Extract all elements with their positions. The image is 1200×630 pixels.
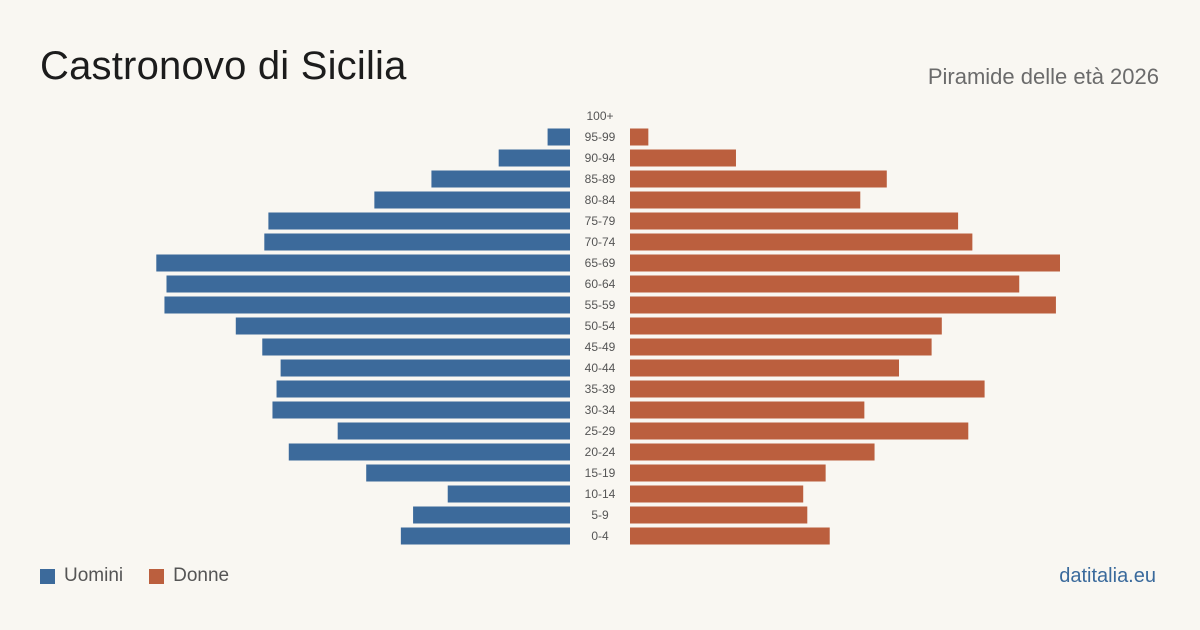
age-label-25-29: 25-29 bbox=[585, 424, 616, 438]
age-label-15-19: 15-19 bbox=[585, 466, 616, 480]
age-label-20-24: 20-24 bbox=[585, 445, 616, 459]
bar-men-50-54 bbox=[235, 317, 571, 335]
bar-men-75-79 bbox=[268, 212, 570, 230]
bar-men-15-19 bbox=[366, 464, 570, 482]
bar-men-65-69 bbox=[156, 254, 570, 272]
legend-label-men: Uomini bbox=[64, 565, 124, 586]
age-label-0-4: 0-4 bbox=[591, 529, 609, 543]
bar-women-50-54 bbox=[630, 317, 942, 335]
bar-men-35-39 bbox=[276, 380, 570, 398]
age-label-30-34: 30-34 bbox=[585, 403, 616, 417]
age-label-70-74: 70-74 bbox=[585, 235, 616, 249]
bar-men-85-89 bbox=[431, 170, 570, 188]
age-label-35-39: 35-39 bbox=[585, 382, 616, 396]
bar-men-25-29 bbox=[337, 422, 570, 440]
bar-women-75-79 bbox=[630, 212, 959, 230]
legend-label-women: Donne bbox=[173, 565, 230, 586]
age-label-90-94: 90-94 bbox=[585, 151, 616, 165]
bar-women-40-44 bbox=[630, 359, 900, 377]
age-label-50-54: 50-54 bbox=[585, 319, 616, 333]
bar-women-85-89 bbox=[630, 170, 887, 188]
bar-men-10-14 bbox=[447, 485, 570, 503]
bar-men-60-64 bbox=[166, 275, 570, 293]
age-label-95-99: 95-99 bbox=[585, 130, 616, 144]
bar-men-5-9 bbox=[413, 506, 570, 524]
source-link[interactable]: datitalia.eu bbox=[1059, 565, 1156, 587]
bar-women-45-49 bbox=[630, 338, 932, 356]
bar-women-65-69 bbox=[630, 254, 1060, 272]
bar-women-10-14 bbox=[630, 485, 804, 503]
bar-women-15-19 bbox=[630, 464, 826, 482]
bar-women-80-84 bbox=[630, 191, 861, 209]
bar-women-60-64 bbox=[630, 275, 1020, 293]
bar-men-90-94 bbox=[498, 149, 570, 167]
age-label-100+: 100+ bbox=[586, 109, 613, 123]
bar-men-45-49 bbox=[262, 338, 570, 356]
bar-women-5-9 bbox=[630, 506, 808, 524]
legend-swatch-men bbox=[40, 568, 55, 584]
bar-men-55-59 bbox=[164, 296, 571, 314]
age-label-55-59: 55-59 bbox=[585, 298, 616, 312]
bar-men-20-24 bbox=[288, 443, 570, 461]
chart-title: Castronovo di Sicilia bbox=[40, 44, 407, 88]
age-label-40-44: 40-44 bbox=[585, 361, 616, 375]
bar-women-35-39 bbox=[630, 380, 985, 398]
chart-subtitle: Piramide delle età 2026 bbox=[927, 64, 1159, 89]
age-label-65-69: 65-69 bbox=[585, 256, 616, 270]
age-label-60-64: 60-64 bbox=[585, 277, 616, 291]
bar-men-0-4 bbox=[400, 527, 570, 545]
legend-swatch-women bbox=[149, 568, 165, 584]
bar-women-20-24 bbox=[630, 443, 875, 461]
age-label-75-79: 75-79 bbox=[585, 214, 616, 228]
bar-women-0-4 bbox=[630, 527, 830, 545]
bar-men-30-34 bbox=[272, 401, 570, 419]
bar-men-40-44 bbox=[280, 359, 570, 377]
legend: Uomini Donne bbox=[40, 565, 255, 587]
bar-women-90-94 bbox=[630, 149, 736, 167]
legend-item-women: Donne bbox=[149, 565, 229, 587]
bar-men-95-99 bbox=[547, 128, 570, 146]
bar-women-25-29 bbox=[630, 422, 969, 440]
age-label-5-9: 5-9 bbox=[591, 508, 609, 522]
bar-women-30-34 bbox=[630, 401, 865, 419]
age-label-85-89: 85-89 bbox=[585, 172, 616, 186]
legend-item-men: Uomini bbox=[40, 565, 123, 587]
bar-men-70-74 bbox=[264, 233, 570, 251]
age-label-10-14: 10-14 bbox=[585, 487, 616, 501]
age-label-45-49: 45-49 bbox=[585, 340, 616, 354]
bar-women-95-99 bbox=[630, 128, 649, 146]
bar-women-70-74 bbox=[630, 233, 973, 251]
age-label-80-84: 80-84 bbox=[585, 193, 616, 207]
bar-women-55-59 bbox=[630, 296, 1056, 314]
bar-men-80-84 bbox=[374, 191, 570, 209]
